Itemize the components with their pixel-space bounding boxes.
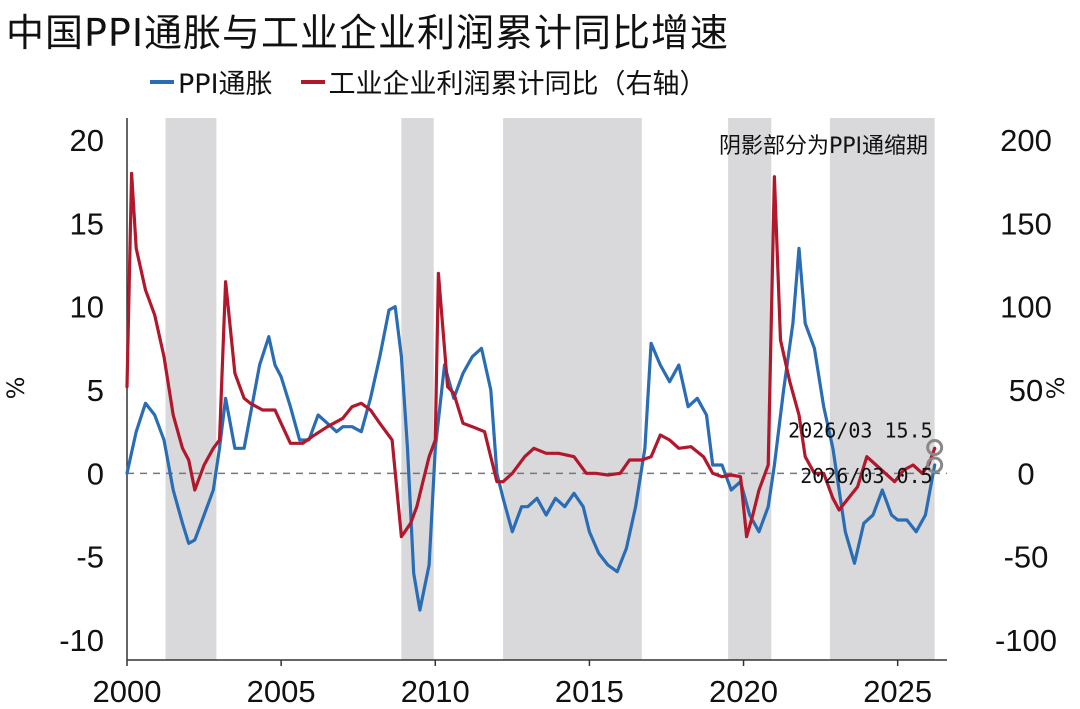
shaded-period-4 [829, 118, 935, 660]
chart-title: 中国PPI通胀与工业企业利润累计同比增速 [6, 11, 730, 55]
left-tick-label: -10 [59, 623, 104, 658]
left-tick-label: -5 [76, 540, 104, 575]
left-tick-label: 10 [70, 290, 104, 325]
shaded-period-2 [503, 118, 642, 660]
annotation-marker-1 [926, 456, 944, 474]
shaded-period-0 [165, 118, 217, 660]
left-tick-label: 0 [87, 456, 104, 491]
right-tick-label: -100 [995, 623, 1057, 658]
x-tick-label: 2025 [863, 674, 932, 709]
right-tick-label: 150 [1000, 206, 1052, 241]
right-tick-label: 200 [1000, 123, 1052, 158]
shaded-period-3 [728, 118, 772, 660]
shaded-period-1 [401, 118, 434, 660]
series-line-0 [125, 246, 937, 612]
legend-item-profit: 工业企业利润累计同比（右轴） [300, 62, 707, 101]
left-tick-label: 20 [70, 123, 104, 158]
right-axis-unit: % [1042, 377, 1070, 400]
right-tick-label: 0 [1017, 456, 1034, 491]
right-tick-label: 50 [1009, 373, 1043, 408]
x-tick-label: 2020 [709, 674, 778, 709]
legend-swatch-profit [300, 79, 325, 84]
annotations: 2026/03 15.5 2026/03 0.5 [788, 419, 944, 488]
legend: PPI通胀 工业企业利润累计同比（右轴） [150, 62, 735, 101]
right-tick-label: -50 [1004, 540, 1049, 575]
annotation-label-1: 2026/03 0.5 [800, 464, 932, 488]
x-tick-label: 2005 [247, 674, 316, 709]
series-lines [125, 171, 937, 612]
x-tick-label: 2000 [93, 674, 162, 709]
x-tick-label: 2015 [555, 674, 624, 709]
legend-item-ppi: PPI通胀 [150, 62, 273, 101]
annotation-marker-0 [926, 439, 944, 456]
axes [126, 118, 947, 661]
legend-label-profit: 工业企业利润累计同比（右轴） [328, 69, 707, 100]
x-tick-label: 2010 [401, 674, 470, 709]
left-tick-label: 15 [70, 206, 104, 241]
annotation-label-0: 2026/03 15.5 [788, 419, 933, 443]
left-axis-unit: % [2, 377, 30, 400]
series-line-1 [125, 171, 937, 539]
left-tick-label: 5 [87, 373, 104, 408]
shading-note: 阴影部分为PPI通缩期 [719, 134, 928, 159]
legend-swatch-ppi [150, 79, 174, 84]
right-tick-label: 100 [1000, 290, 1052, 325]
legend-label-ppi: PPI通胀 [178, 69, 273, 100]
shaded-periods [165, 118, 935, 660]
